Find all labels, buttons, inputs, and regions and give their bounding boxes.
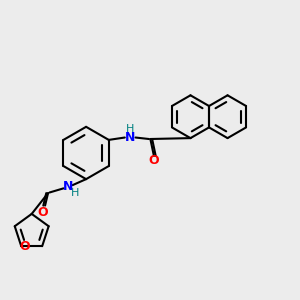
Text: H: H bbox=[126, 124, 134, 134]
Text: N: N bbox=[63, 180, 74, 193]
Text: O: O bbox=[38, 206, 48, 219]
Text: O: O bbox=[148, 154, 159, 167]
Text: O: O bbox=[19, 240, 29, 253]
Text: N: N bbox=[125, 131, 135, 144]
Text: H: H bbox=[70, 188, 79, 198]
